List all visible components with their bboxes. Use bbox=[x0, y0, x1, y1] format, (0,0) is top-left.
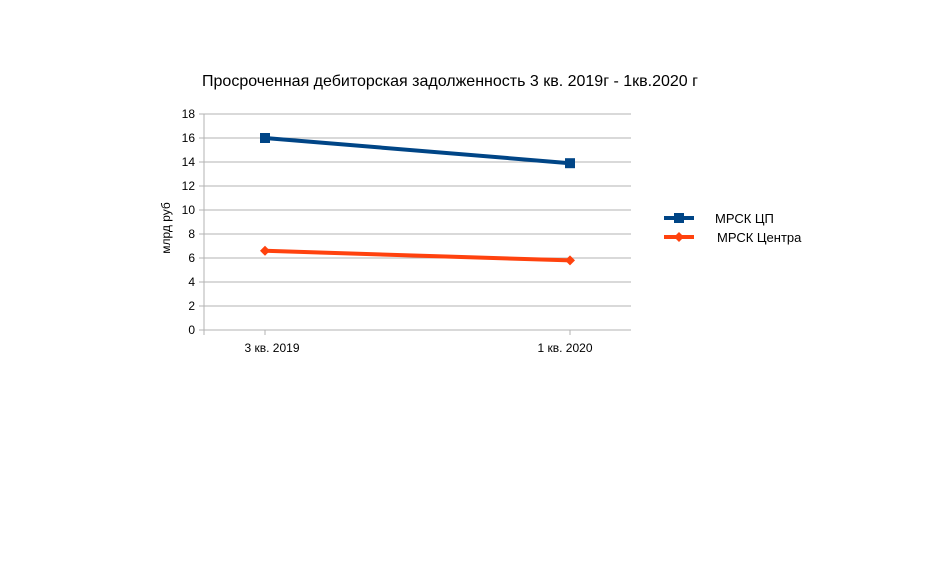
y-tick-label: 6 bbox=[188, 251, 195, 265]
chart-title: Просроченная дебиторская задолженность 3… bbox=[202, 73, 698, 90]
data-point bbox=[565, 158, 575, 169]
legend-label: МРСК ЦП bbox=[715, 211, 774, 226]
y-tick-label: 2 bbox=[188, 299, 195, 313]
data-point bbox=[260, 133, 270, 143]
y-tick-label: 14 bbox=[182, 155, 196, 169]
axes bbox=[199, 114, 631, 335]
y-tick-label: 4 bbox=[188, 275, 195, 289]
series-line bbox=[264, 248, 571, 263]
y-tick-label: 16 bbox=[182, 131, 196, 145]
x-tick-label: 3 кв. 2019 bbox=[245, 341, 300, 355]
series-line bbox=[264, 136, 571, 166]
series-2 bbox=[260, 245, 575, 266]
data-point bbox=[260, 245, 270, 256]
y-tick-label: 18 bbox=[182, 107, 196, 121]
y-tick-label: 0 bbox=[188, 323, 195, 337]
legend-item: МРСК Центра bbox=[664, 230, 802, 245]
series-1 bbox=[260, 133, 575, 169]
data-point bbox=[565, 255, 575, 266]
grid bbox=[199, 113, 631, 307]
y-tick-label: 12 bbox=[182, 179, 196, 193]
x-tick-label: 1 кв. 2020 bbox=[538, 341, 593, 355]
y-tick-label: 8 bbox=[188, 227, 195, 241]
legend-marker bbox=[674, 232, 684, 242]
y-tick-labels: 0 2 4 6 8 10 12 14 16 18 bbox=[182, 107, 196, 337]
legend-marker bbox=[674, 213, 684, 223]
y-axis-label: млрд руб bbox=[159, 202, 173, 254]
x-tick-labels: 3 кв. 2019 1 кв. 2020 bbox=[245, 341, 593, 355]
series bbox=[260, 133, 575, 266]
legend-label: МРСК Центра bbox=[717, 230, 802, 245]
legend-item: МРСК ЦП bbox=[664, 211, 774, 226]
y-tick-label: 10 bbox=[182, 203, 196, 217]
legend: МРСК ЦП МРСК Центра bbox=[664, 211, 802, 245]
